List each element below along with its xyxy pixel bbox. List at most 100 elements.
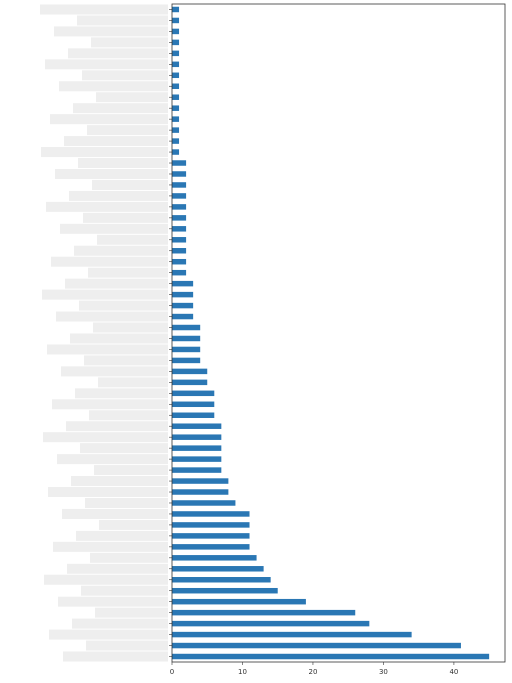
label-backdrop xyxy=(41,147,168,158)
bar xyxy=(172,160,187,166)
bar xyxy=(172,138,180,144)
label-backdrop xyxy=(93,322,168,333)
bar xyxy=(172,313,194,320)
label-backdrop xyxy=(54,26,168,37)
label-backdrop xyxy=(48,487,168,498)
label-backdrop xyxy=(90,552,168,563)
bar xyxy=(172,489,229,495)
bar xyxy=(172,72,180,79)
bar xyxy=(172,620,370,627)
label-backdrop xyxy=(95,607,168,618)
label-backdrop xyxy=(57,454,168,465)
bar xyxy=(172,291,194,298)
bar xyxy=(172,522,250,528)
bar xyxy=(172,478,229,484)
label-backdrop xyxy=(56,311,168,322)
bar xyxy=(172,171,187,177)
bar xyxy=(172,61,180,68)
bar xyxy=(172,379,208,386)
label-backdrop xyxy=(78,158,168,169)
bar xyxy=(172,401,215,408)
label-backdrop xyxy=(55,168,168,179)
label-backdrop xyxy=(63,651,168,662)
label-backdrop xyxy=(46,201,168,212)
label-backdrop xyxy=(49,629,168,640)
bar xyxy=(172,511,250,517)
bar xyxy=(172,215,187,221)
x-tick-label: 0 xyxy=(170,668,174,676)
bar xyxy=(172,324,201,331)
label-backdrop xyxy=(70,333,168,344)
label-backdrop xyxy=(59,81,168,92)
label-backdrop xyxy=(47,344,168,355)
bar xyxy=(172,226,187,232)
label-backdrop xyxy=(66,421,168,432)
label-backdrop xyxy=(53,541,168,552)
bar xyxy=(172,423,222,429)
bar xyxy=(172,598,306,605)
bar xyxy=(172,127,180,133)
label-backdrop xyxy=(40,4,168,15)
label-backdrop xyxy=(68,48,168,59)
label-backdrop xyxy=(99,519,168,530)
label-backdrop xyxy=(87,125,168,136)
label-backdrop xyxy=(52,399,168,410)
x-tick-label: 40 xyxy=(449,668,458,676)
bar xyxy=(172,28,180,35)
bar xyxy=(172,357,201,364)
x-tick-label: 10 xyxy=(238,668,247,676)
bar xyxy=(172,6,180,13)
label-backdrop xyxy=(73,103,168,114)
bar xyxy=(172,204,187,210)
label-backdrop xyxy=(42,289,168,300)
label-backdrop xyxy=(88,267,168,278)
bar xyxy=(172,149,180,155)
bar xyxy=(172,280,194,287)
x-tick-label: 30 xyxy=(379,668,388,676)
label-backdrop xyxy=(97,234,168,245)
bar xyxy=(172,258,187,265)
label-backdrop xyxy=(45,59,168,70)
bar xyxy=(172,544,250,550)
bar xyxy=(172,533,250,539)
bar xyxy=(172,566,264,572)
label-backdrop xyxy=(83,212,168,223)
bar xyxy=(172,346,201,353)
bar xyxy=(172,456,222,462)
label-backdrop xyxy=(69,190,168,201)
label-backdrop xyxy=(50,114,168,125)
bar xyxy=(172,83,180,89)
label-backdrop xyxy=(91,37,168,48)
label-backdrop xyxy=(85,497,168,508)
label-backdrop xyxy=(79,300,168,311)
label-backdrop xyxy=(71,476,168,487)
bar xyxy=(172,237,187,243)
label-backdrop xyxy=(81,585,168,596)
bar xyxy=(172,577,271,583)
label-backdrop xyxy=(44,574,168,585)
label-backdrop xyxy=(60,223,168,234)
bar xyxy=(172,94,180,100)
label-backdrop xyxy=(61,366,168,377)
bar xyxy=(172,269,187,276)
label-backdrop xyxy=(65,278,168,289)
label-backdrop xyxy=(82,70,168,81)
bar xyxy=(172,434,222,440)
bar xyxy=(172,368,208,375)
bar xyxy=(172,335,201,342)
label-backdrop xyxy=(75,388,168,399)
bar xyxy=(172,642,461,649)
bar xyxy=(172,467,222,473)
bar xyxy=(172,555,257,561)
bar xyxy=(172,17,180,24)
bar xyxy=(172,609,356,616)
label-backdrop xyxy=(67,563,168,574)
label-backdrop xyxy=(58,596,168,607)
bar xyxy=(172,587,278,594)
plot-frame xyxy=(171,3,506,663)
bar xyxy=(172,39,180,46)
label-backdrop xyxy=(72,618,168,629)
label-backdrop xyxy=(86,640,168,651)
label-backdrop xyxy=(94,465,168,476)
